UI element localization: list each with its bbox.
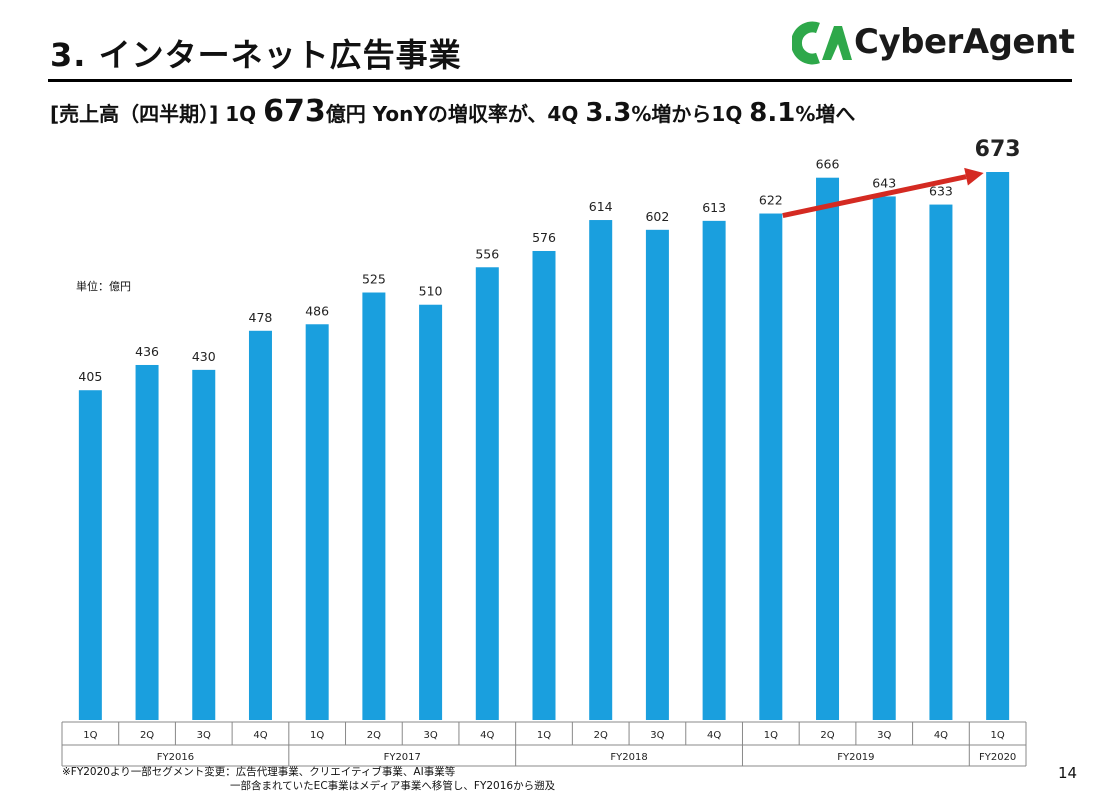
data-label-5: 525 (362, 272, 386, 287)
bar-4 (305, 324, 329, 720)
logo-text: CyberAgent (854, 22, 1075, 62)
data-label-4: 486 (305, 303, 329, 318)
data-label-14: 643 (872, 175, 896, 190)
footnote-line-1: ※FY2020より一部セグメント変更：広告代理事業、クリエイティブ事業、AI事業… (62, 766, 456, 778)
tick-label-2: 3Q (197, 730, 211, 741)
bar-14 (872, 196, 896, 721)
tick-label-16: 1Q (991, 730, 1005, 741)
data-label-3: 478 (249, 310, 273, 325)
tick-label-1: 2Q (140, 730, 154, 741)
bar-3 (248, 330, 272, 720)
tick-label-13: 2Q (820, 730, 834, 741)
tick-label-14: 3Q (877, 730, 891, 741)
page-number: 14 (1058, 764, 1078, 782)
headline-middle-2: %増から1Q (631, 102, 750, 126)
data-label-9: 614 (589, 199, 613, 214)
ca-logo-mark-icon (792, 21, 852, 65)
tick-label-10: 3Q (650, 730, 664, 741)
tick-label-12: 1Q (764, 730, 778, 741)
tick-label-7: 4Q (480, 730, 494, 741)
tick-label-9: 2Q (594, 730, 608, 741)
bar-11 (702, 220, 726, 720)
bar-9 (589, 220, 613, 720)
tick-label-15: 4Q (934, 730, 948, 741)
trend-arrow-head (964, 167, 984, 186)
footnote: ※FY2020より一部セグメント変更：広告代理事業、クリエイティブ事業、AI事業… (62, 765, 555, 793)
data-label-7: 556 (475, 246, 499, 261)
data-label-2: 430 (192, 349, 216, 364)
bar-12 (759, 213, 783, 720)
data-label-11: 613 (702, 200, 726, 215)
headline-sales-value: 673 (263, 94, 326, 129)
bar-13 (816, 177, 840, 721)
bar-7 (475, 267, 499, 720)
headline-4q-rate: 3.3 (585, 98, 632, 128)
group-label-1: FY2017 (384, 752, 421, 763)
data-label-12: 622 (759, 193, 783, 208)
bar-16 (986, 172, 1010, 720)
headline-1q-rate: 8.1 (749, 98, 796, 128)
data-label-6: 510 (419, 284, 443, 299)
bar-8 (532, 250, 556, 721)
bar-10 (645, 229, 669, 720)
data-label-10: 602 (645, 209, 669, 224)
bar-0 (78, 390, 102, 720)
page-title: 3. インターネット広告事業 (50, 36, 462, 74)
group-label-4: FY2020 (979, 752, 1016, 763)
headline-middle: 億円 YonYの増収率が、4Q (325, 102, 586, 126)
bar-5 (362, 292, 386, 720)
tick-label-0: 1Q (83, 730, 97, 741)
bar-15 (929, 204, 953, 721)
trend-arrow-line (782, 174, 967, 218)
headline-prefix: [売上高（四半期）] 1Q (50, 102, 264, 126)
bar-1 (135, 364, 159, 720)
cyberagent-logo: CyberAgent (792, 18, 1082, 70)
bar-2 (192, 369, 216, 720)
footnote-line-2: 一部含まれていたEC事業はメディア事業へ移管し、FY2016から遡及 (230, 780, 556, 792)
tick-label-5: 2Q (367, 730, 381, 741)
tick-label-6: 3Q (423, 730, 437, 741)
unit-label: 単位：億円 (76, 280, 131, 293)
tick-label-11: 4Q (707, 730, 721, 741)
headline-suffix: %増へ (795, 102, 856, 126)
bar-6 (419, 304, 443, 720)
data-label-8: 576 (532, 230, 556, 245)
data-label-15: 633 (929, 184, 953, 199)
group-label-3: FY2019 (837, 752, 874, 763)
tick-label-3: 4Q (253, 730, 267, 741)
data-label-13: 666 (816, 157, 840, 172)
tick-label-8: 1Q (537, 730, 551, 741)
title-divider (48, 79, 1072, 82)
group-label-2: FY2018 (610, 752, 647, 763)
tick-label-4: 1Q (310, 730, 324, 741)
headline: [売上高（四半期）] 1Q 673億円 YonYの増収率が、4Q 3.3%増から… (50, 94, 855, 129)
data-label-1: 436 (135, 344, 159, 359)
group-label-0: FY2016 (157, 752, 194, 763)
data-label-0: 405 (78, 369, 102, 384)
data-label-16: 673 (975, 137, 1021, 162)
